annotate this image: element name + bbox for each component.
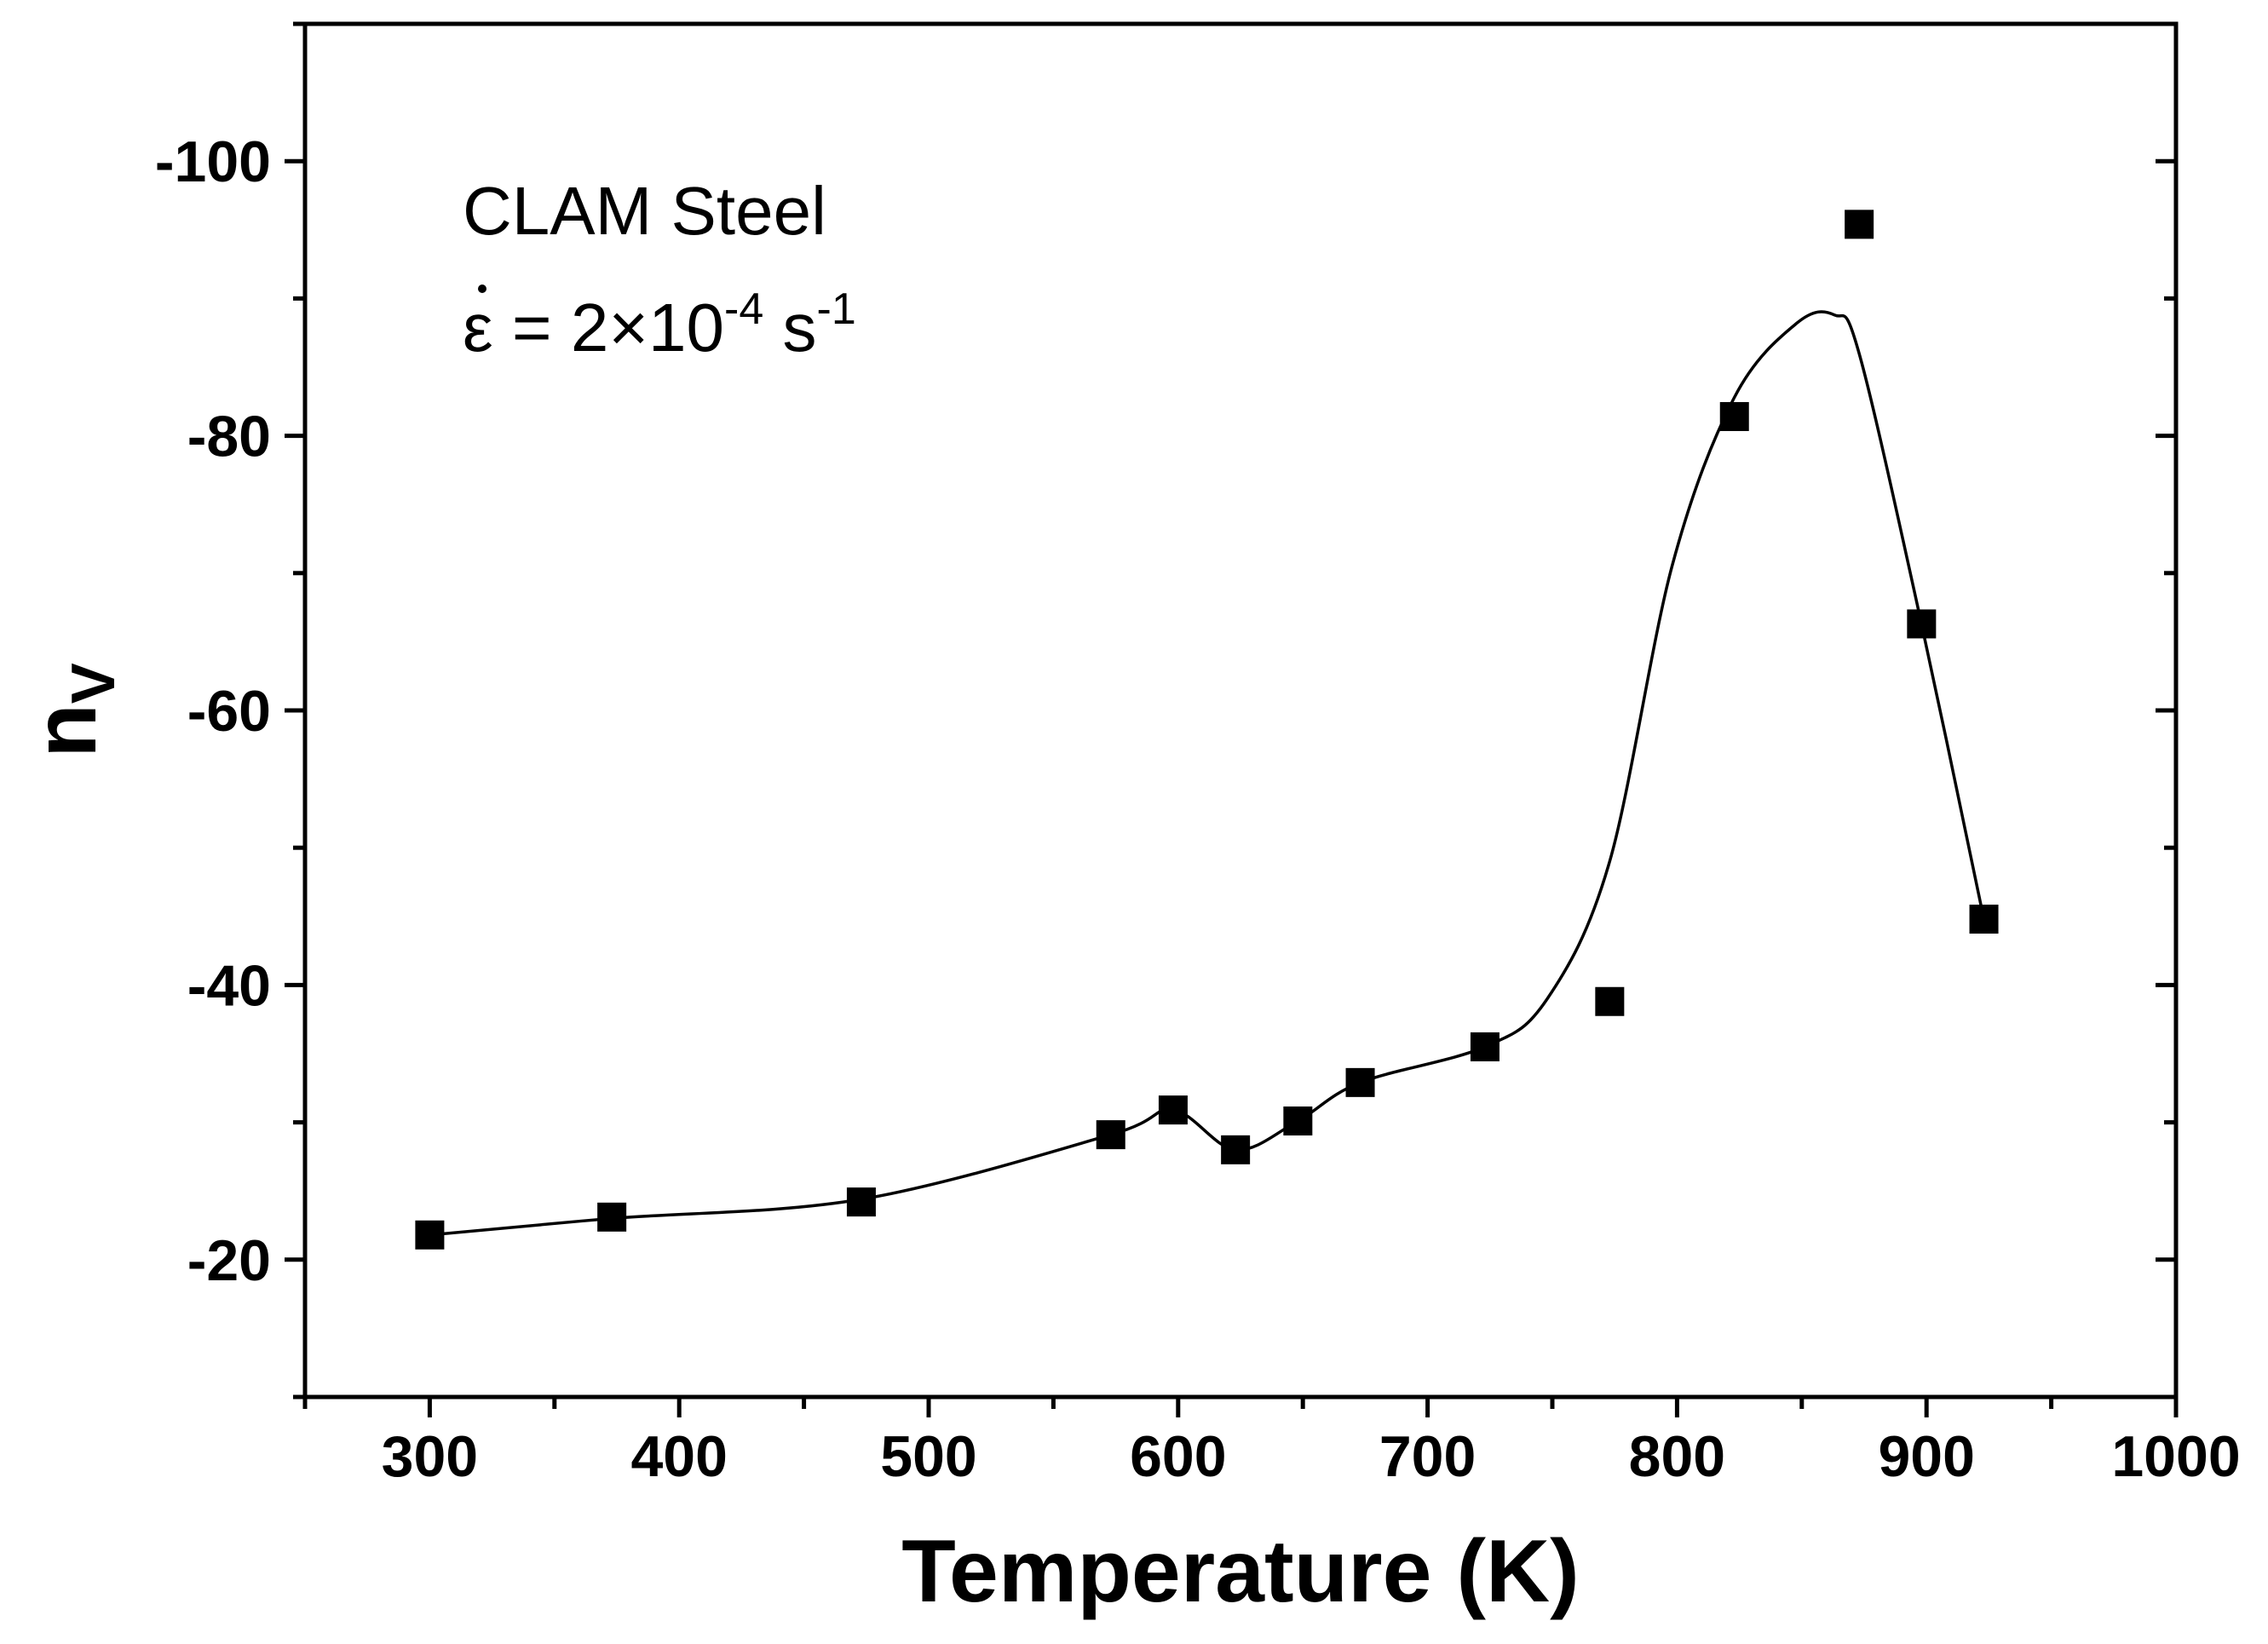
y-tick-label: -80 xyxy=(187,405,271,469)
y-tick-label: -60 xyxy=(187,679,271,744)
data-point xyxy=(1158,1095,1188,1125)
data-point xyxy=(1845,210,1874,239)
data-point xyxy=(1221,1135,1251,1164)
y-tick-label: -40 xyxy=(187,953,271,1018)
data-point xyxy=(597,1202,627,1232)
annotation-rate: ε = 2×10-4 s-1 xyxy=(463,285,856,365)
x-tick-label: 400 xyxy=(630,1424,727,1489)
data-point xyxy=(1907,609,1937,639)
x-tick-label: 500 xyxy=(880,1424,976,1489)
data-markers xyxy=(415,210,1999,1250)
data-point xyxy=(415,1220,445,1250)
y-axis-title-sub: V xyxy=(60,663,128,704)
data-point xyxy=(1595,986,1625,1016)
x-tick-label: 600 xyxy=(1130,1424,1226,1489)
annotation-material: CLAM Steel xyxy=(463,173,826,249)
strain-rate-dot xyxy=(478,285,486,293)
x-tick-label: 800 xyxy=(1629,1424,1725,1489)
y-tick-label: -20 xyxy=(187,1228,271,1293)
axis-ticks xyxy=(285,21,2179,1417)
data-point xyxy=(1096,1120,1125,1150)
y-tick-label: -100 xyxy=(155,129,271,194)
data-point xyxy=(1470,1032,1500,1061)
y-axis-title: nV xyxy=(16,663,128,758)
x-axis-title: Temperature (K) xyxy=(901,1522,1580,1621)
x-tick-label: 300 xyxy=(382,1424,478,1489)
svg-text:nV: nV xyxy=(16,663,128,758)
data-point xyxy=(1345,1067,1375,1097)
x-tick-label: 1000 xyxy=(2111,1424,2240,1489)
annotation: CLAM Steel ε = 2×10-4 s-1 xyxy=(463,173,856,365)
strain-rate-symbol: ε xyxy=(463,290,493,365)
data-point xyxy=(846,1187,876,1217)
data-point xyxy=(1719,402,1749,432)
data-point xyxy=(1283,1106,1313,1135)
y-tick-labels: -20 -40 -60 -80 -100 xyxy=(155,129,271,1293)
x-tick-labels: 300 400 500 600 700 800 900 1000 xyxy=(382,1424,2241,1489)
fit-curve xyxy=(429,310,1986,1237)
x-tick-label: 700 xyxy=(1379,1424,1476,1489)
data-point xyxy=(1969,905,1999,934)
x-tick-label: 900 xyxy=(1878,1424,1974,1489)
y-axis-title-main: n xyxy=(16,704,115,758)
